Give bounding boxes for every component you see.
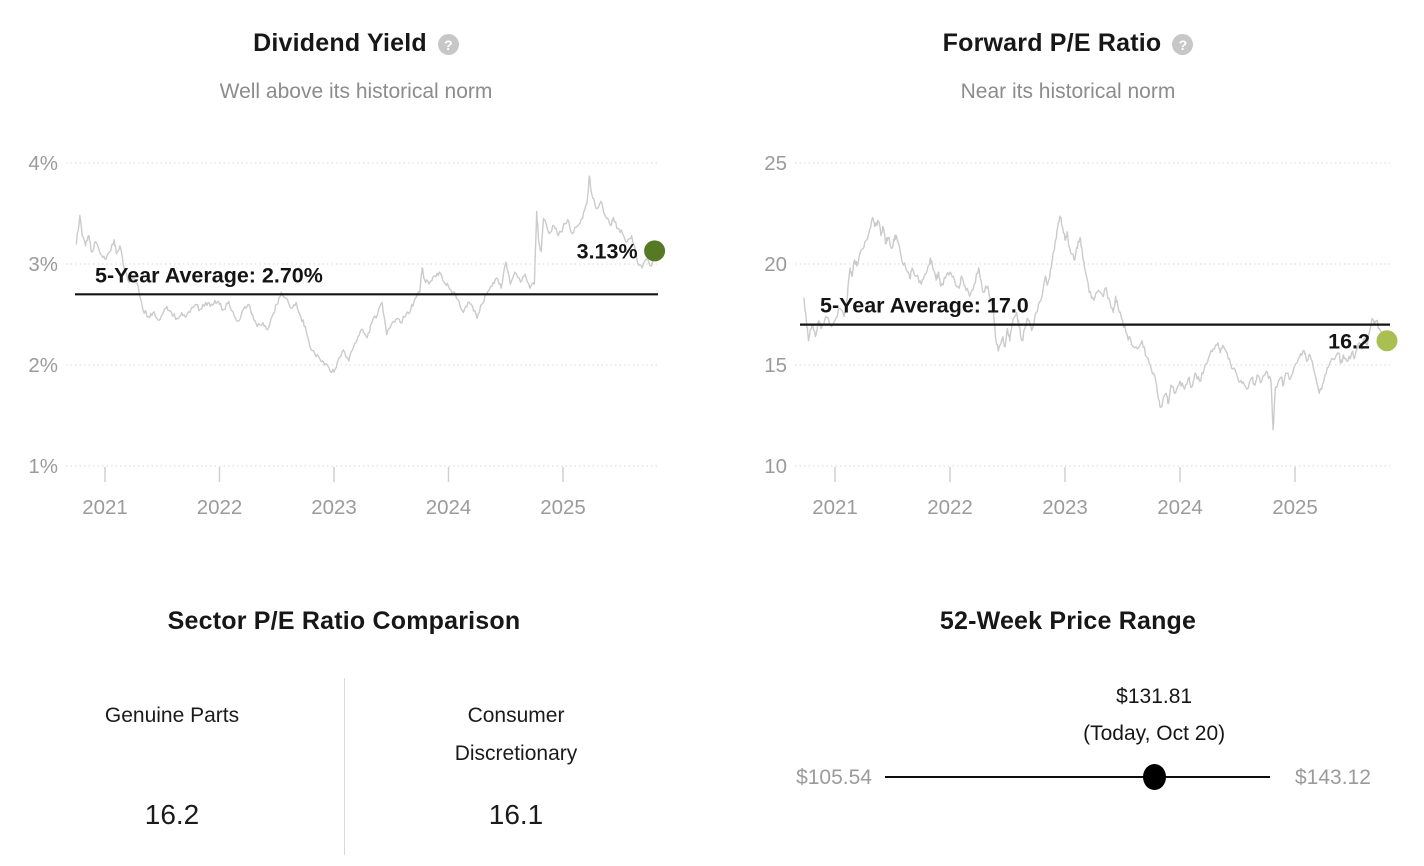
x-tick-label: 2025 <box>540 496 586 519</box>
x-tick-label: 2024 <box>1157 496 1203 519</box>
dividend-yield-panel: Dividend Yield ? Well above its historic… <box>0 0 712 540</box>
y-tick-label: 1% <box>28 455 58 478</box>
y-tick-label: 25 <box>764 152 787 175</box>
help-icon[interactable]: ? <box>1172 34 1194 55</box>
y-tick-label: 3% <box>28 253 58 276</box>
latest-value-label: 16.2 <box>1328 329 1370 353</box>
x-tick-label: 2021 <box>812 496 858 519</box>
sector-column-value-sector: 16.1 <box>488 799 544 830</box>
x-tick-label: 2023 <box>311 496 357 519</box>
range-high-label: $143.12 <box>1295 766 1371 789</box>
y-tick-label: 15 <box>764 354 787 377</box>
price-range-section: 52-Week Price Range $131.81 (Today, Oct … <box>712 585 1424 866</box>
average-label: 5-Year Average: 2.70% <box>95 263 323 287</box>
current-price: $131.81 <box>1116 685 1193 708</box>
forward-pe-subtitle: Near its historical norm <box>960 80 1176 103</box>
forward-pe-panel: Forward P/E Ratio ? Near its historical … <box>712 0 1424 540</box>
dividend-yield-title: Dividend Yield <box>253 28 427 57</box>
y-tick-label: 2% <box>28 354 58 377</box>
current-price-block: $131.81 (Today, Oct 20) <box>1083 678 1225 752</box>
dividend-yield-line-chart: 4% 3% 2% 1% 2021 2022 2023 2024 2025 5-Year Avera… <box>28 152 666 519</box>
dividend-yield-subtitle: Well above its historical norm <box>219 80 493 103</box>
question-mark-glyph: ? <box>444 36 453 53</box>
forward-pe-title: Forward P/E Ratio <box>942 28 1162 57</box>
latest-value-label: 3.13% <box>577 239 638 263</box>
current-price-marker <box>1142 764 1166 790</box>
latest-value-dot <box>1376 330 1398 352</box>
x-tick-label: 2023 <box>1042 496 1088 519</box>
sector-column-value-company: 16.2 <box>144 799 200 830</box>
dividend-yield-title-row: Dividend Yield ? <box>0 0 712 60</box>
vertical-divider <box>344 678 345 855</box>
help-icon[interactable]: ? <box>437 34 459 55</box>
history-line <box>75 175 656 374</box>
x-tick-label: 2024 <box>426 496 472 519</box>
range-low-label: $105.54 <box>796 766 872 789</box>
x-tick-label: 2022 <box>197 496 243 519</box>
sector-column-label-sector: Consumer Discretionary <box>454 704 578 765</box>
price-range-track <box>885 776 1270 778</box>
forward-pe-line-chart: 25 20 15 10 2021 2022 2023 2024 2025 5-Year Avera… <box>764 152 1398 519</box>
price-range-title: 52-Week Price Range <box>939 607 1197 635</box>
history-line <box>803 215 1388 431</box>
sector-column-label-company: Genuine Parts <box>104 704 240 727</box>
x-tick-label: 2022 <box>927 496 973 519</box>
x-tick-label: 2025 <box>1272 496 1318 519</box>
forward-pe-title-row: Forward P/E Ratio ? <box>712 0 1424 60</box>
question-mark-glyph: ? <box>1178 36 1188 53</box>
latest-value-dot <box>644 240 666 262</box>
y-tick-label: 10 <box>764 455 787 478</box>
sector-comparison-title: Sector P/E Ratio Comparison <box>167 607 521 635</box>
sector-pe-comparison-section: Sector P/E Ratio Comparison Genuine Part… <box>0 585 688 866</box>
y-tick-label: 20 <box>764 253 787 276</box>
x-tick-label: 2021 <box>82 496 128 519</box>
y-tick-label: 4% <box>28 152 58 175</box>
current-date-note: (Today, Oct 20) <box>1083 722 1226 745</box>
average-label: 5-Year Average: 17.0 <box>820 294 1029 318</box>
